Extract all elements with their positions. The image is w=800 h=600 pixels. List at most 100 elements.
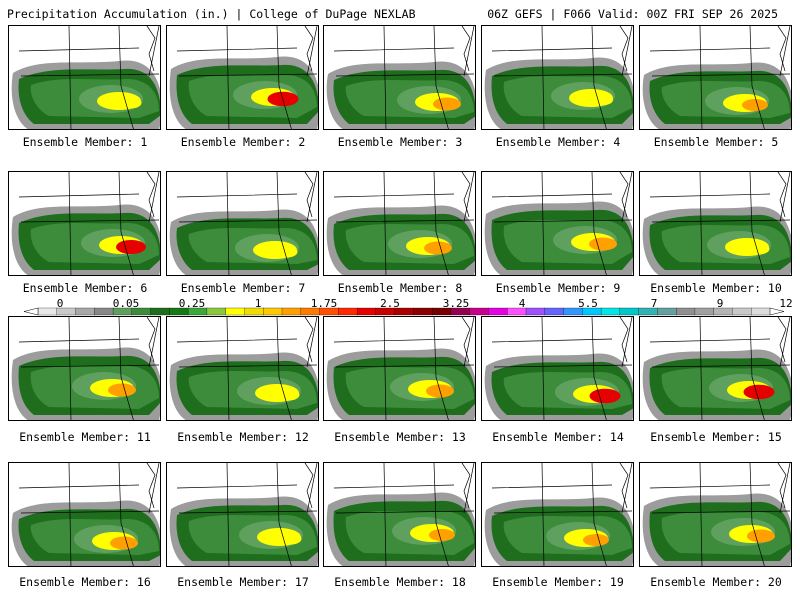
colorbar-bin [338,307,358,316]
ensemble-member-panel [639,25,792,130]
lake-shoreline [619,172,629,218]
ensemble-member-label: Ensemble Member: 12 [177,430,309,444]
state-borders [333,317,475,420]
lake-shoreline [461,317,471,363]
precip-map [484,317,633,420]
ensemble-member-panel [323,462,476,567]
lake-shoreline [146,172,156,218]
ensemble-member-label: Ensemble Member: 2 [180,135,306,149]
colorbar-bin [37,307,58,316]
ensemble-member-panel [639,316,792,421]
lake-shoreline [461,172,471,218]
ensemble-member-panel [8,25,161,130]
precip-map [11,172,160,275]
lake-shoreline [461,26,471,72]
precip-map [642,26,791,129]
precip-map [326,26,475,129]
precip-map [169,463,318,566]
state-borders [176,463,318,566]
state-borders [333,172,475,275]
ensemble-member-label: Ensemble Member: 19 [492,575,624,589]
ensemble-member-label: Ensemble Member: 16 [19,575,151,589]
precip-max-core [116,240,146,254]
colorbar-bin [75,307,95,316]
colorbar-bin [732,307,752,316]
ensemble-member-panel [481,316,634,421]
lake-shoreline [461,463,471,509]
state-borders [18,26,160,129]
ensemble-member-label: Ensemble Member: 9 [495,281,621,295]
colorbar-low-arrow [24,307,39,316]
precip-map [326,463,475,566]
lake-shoreline [304,172,314,218]
colorbar-bin [206,307,227,316]
precip-map [642,172,791,275]
colorbar-high-arrow [769,307,784,316]
ensemble-member-label: Ensemble Member: 10 [650,281,782,295]
colorbar-bin [694,307,715,316]
ensemble-member-panel [8,462,161,567]
state-borders [649,463,791,566]
colorbar-bin [225,307,245,316]
state-borders [491,172,633,275]
ensemble-member-panel [166,171,319,276]
colorbar-bin [281,307,302,316]
precip-max-core [747,529,775,543]
colorbar-bin [413,307,433,316]
lake-shoreline [304,26,314,72]
colorbar-tick-label: 5.5 [578,297,598,310]
colorbar-tick-label: 1 [254,297,262,310]
precip-max-core [276,533,302,545]
precip-max-core [274,389,300,401]
precip-map [169,26,318,129]
ensemble-member-label: Ensemble Member: 6 [22,281,148,295]
colorbar-bin [263,307,283,316]
precip-map [642,317,791,420]
ensemble-member-panel [166,316,319,421]
colorbar-tick-label: 9 [716,297,724,310]
ensemble-member-panel [481,462,634,567]
ensemble-member-panel [323,171,476,276]
lake-shoreline [777,463,787,509]
precip-map [484,26,633,129]
state-borders [18,172,160,275]
state-borders [18,463,160,566]
colorbar-tick-label: 2.5 [380,297,400,310]
precip-map [169,317,318,420]
precip-map [169,172,318,275]
colorbar-tick-label: 1.75 [310,297,338,310]
map-title: Precipitation Accumulation (in.) | Colle… [7,7,416,21]
lake-shoreline [304,463,314,509]
precip-map [326,317,475,420]
lake-shoreline [619,317,629,363]
colorbar-bin [751,307,771,316]
lake-shoreline [619,463,629,509]
precip-max-core [433,97,461,111]
ensemble-member-panel [166,462,319,567]
precip-max-core [743,384,775,400]
ensemble-member-panel [8,316,161,421]
precip-max-core [589,237,617,251]
state-borders [649,172,791,275]
precip-max-core [742,99,768,111]
ensemble-member-label: Ensemble Member: 11 [19,430,151,444]
precip-max-core [110,536,138,550]
colorbar-bin [488,307,508,316]
ensemble-member-label: Ensemble Member: 15 [650,430,782,444]
ensemble-member-panel [323,316,476,421]
ensemble-member-panel [639,462,792,567]
ensemble-member-panel [166,25,319,130]
precip-max-core [583,534,609,546]
colorbar-bin [150,307,170,316]
state-borders [176,172,318,275]
precip-map [11,317,160,420]
precip-map [642,463,791,566]
colorbar-bin [94,307,114,316]
colorbar-tick-label: 0.25 [178,297,206,310]
colorbar-bin [676,307,696,316]
ensemble-member-panel [481,171,634,276]
state-borders [491,463,633,566]
lake-shoreline [777,317,787,363]
colorbar-tick-label: 3.25 [442,297,470,310]
colorbar-bin [657,307,677,316]
